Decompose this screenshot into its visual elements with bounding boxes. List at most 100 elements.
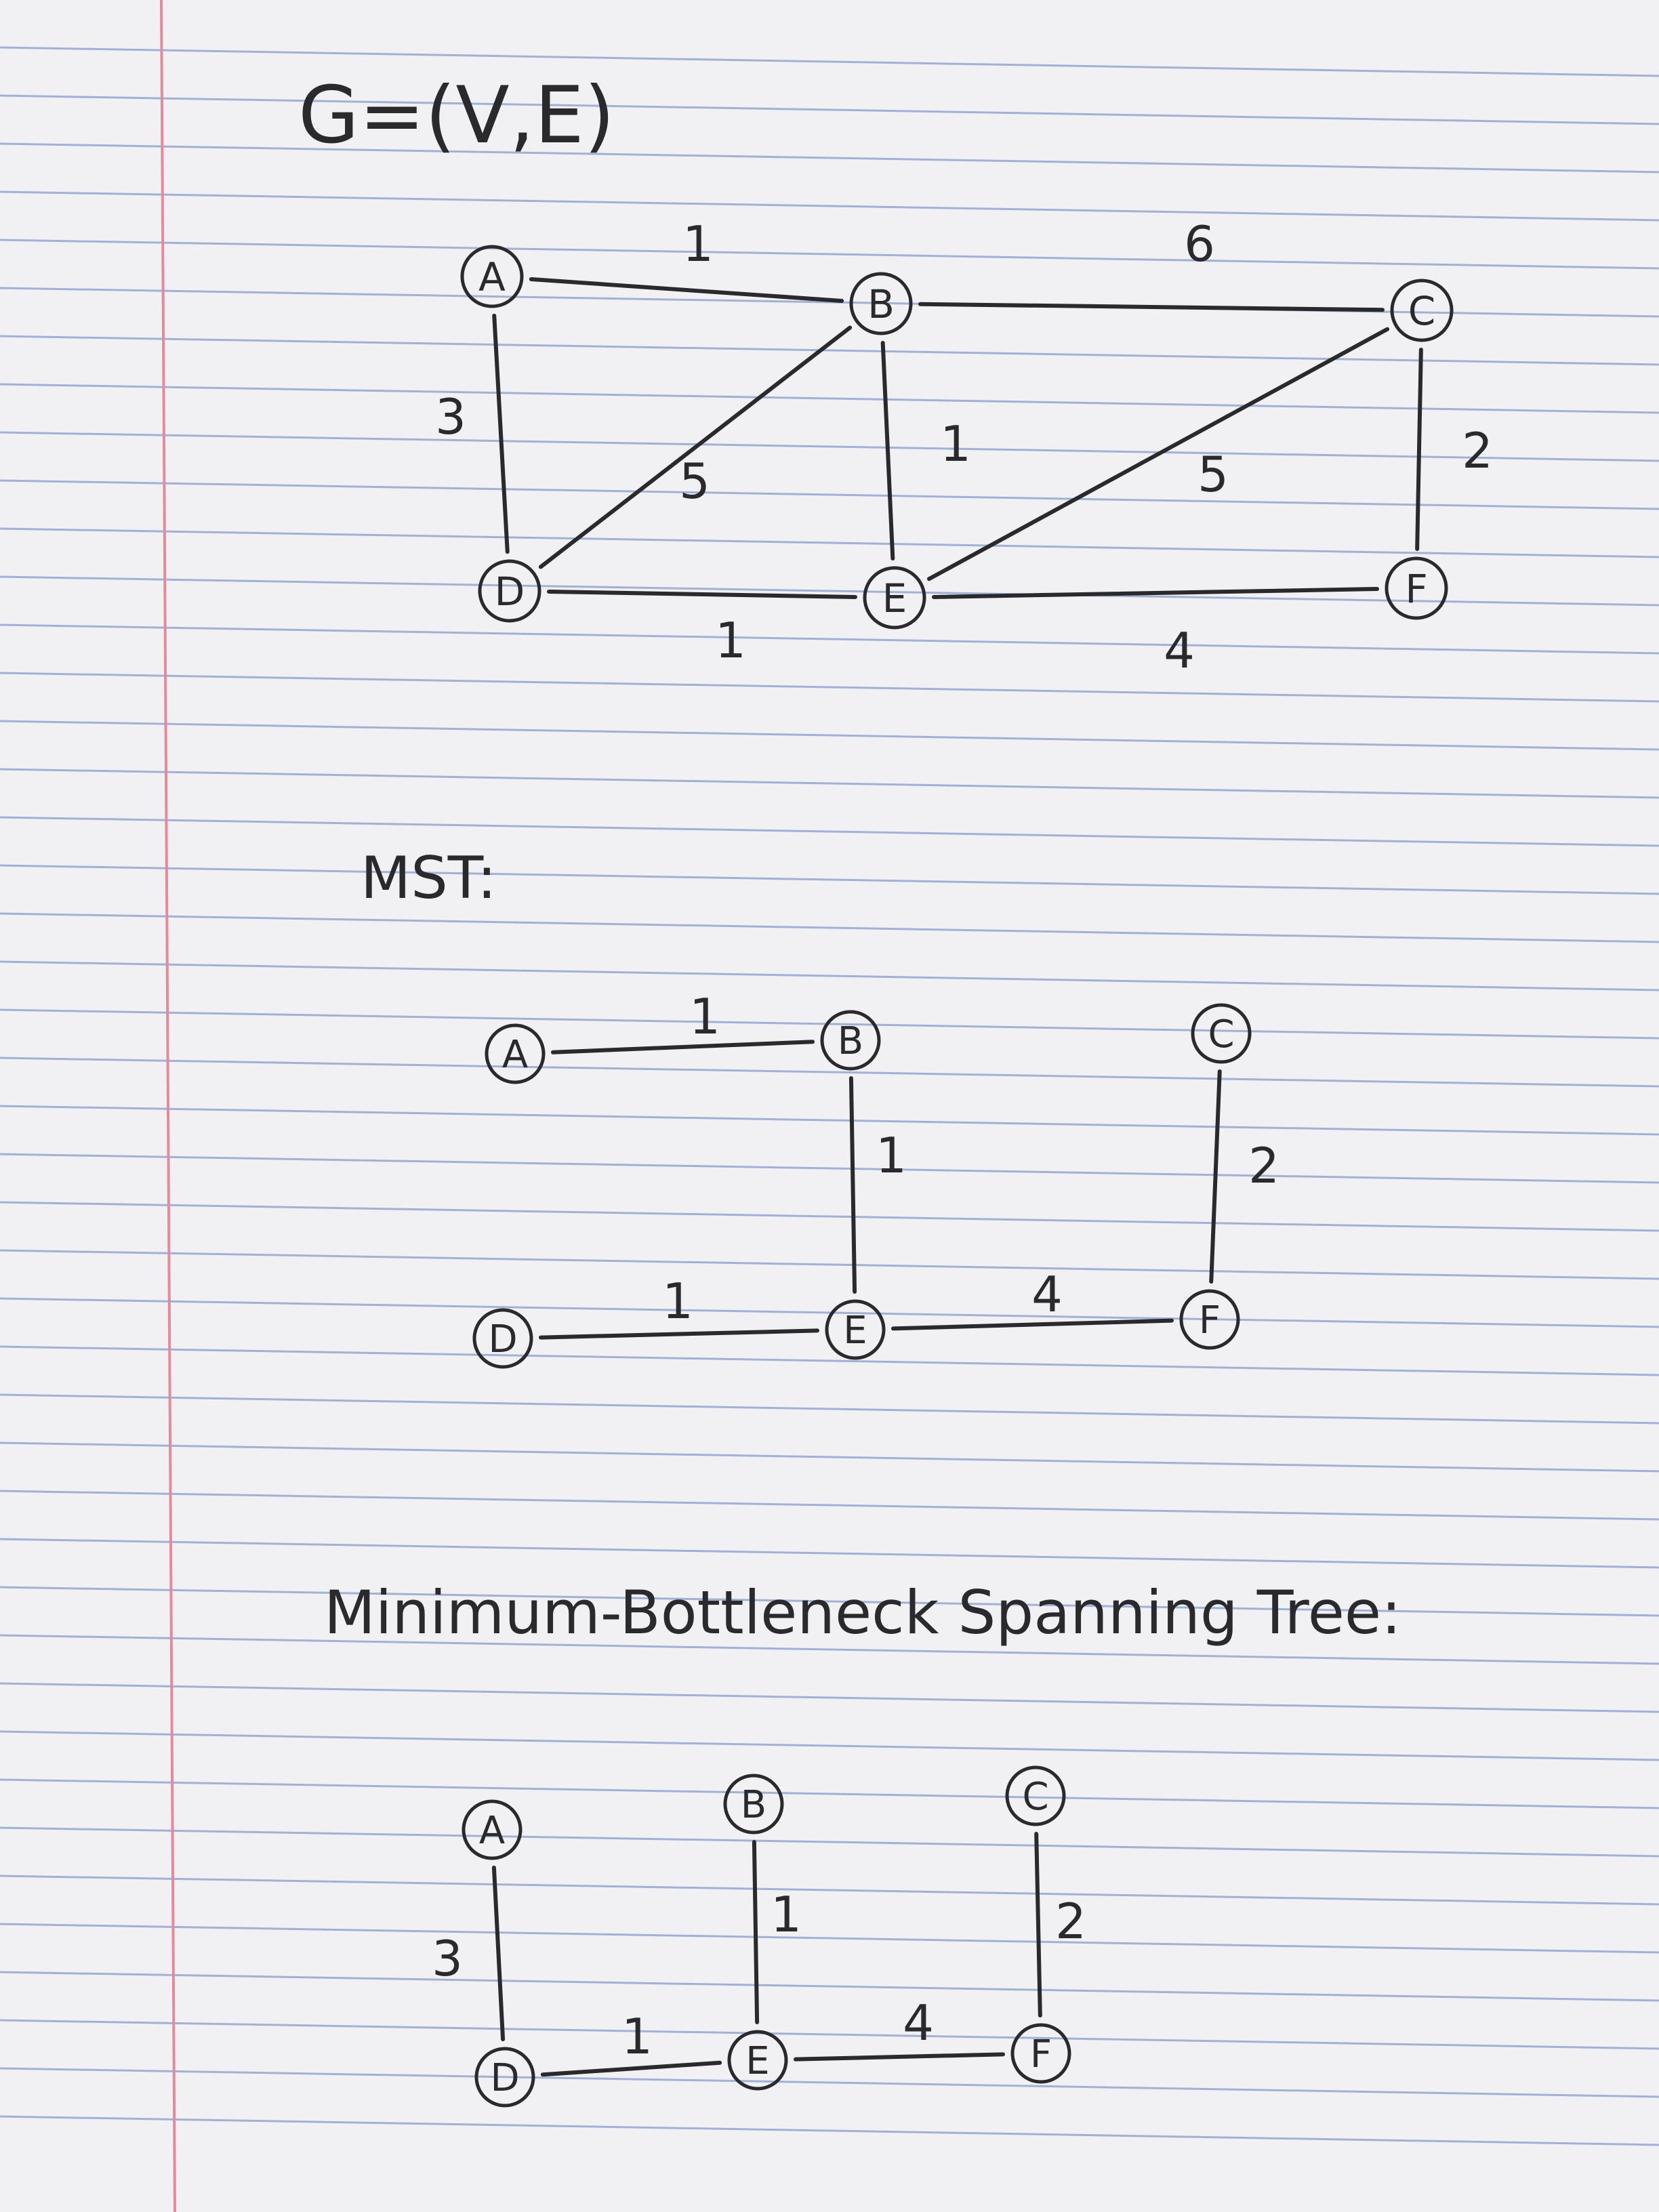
edge-d-e xyxy=(540,2060,722,2077)
rule-line xyxy=(0,1971,1659,2002)
node-b: B xyxy=(820,1010,881,1071)
rule-line xyxy=(0,1586,1659,1617)
node-circle xyxy=(1005,1765,1066,1826)
edge-weight-label: 2 xyxy=(1248,1137,1279,1194)
node-d: D xyxy=(472,1308,533,1369)
rule-line xyxy=(0,1490,1659,1521)
rule-line xyxy=(0,46,1659,77)
edge-e-f xyxy=(890,1318,1174,1331)
node-label: D xyxy=(488,1317,517,1361)
node-label: D xyxy=(495,569,525,615)
edge-weight-label: 2 xyxy=(1055,1893,1086,1950)
rule-line xyxy=(0,1826,1659,1858)
node-label: F xyxy=(1199,1298,1221,1343)
node-label: E xyxy=(745,2039,769,2083)
edge-weight-label: 1 xyxy=(662,1273,693,1330)
mbst-diagram: 3 1 2 1 4 A B C D E F xyxy=(432,1765,1086,2108)
edge-weight-label: 1 xyxy=(689,988,720,1045)
rule-line xyxy=(0,94,1659,125)
node-c: C xyxy=(1390,279,1454,342)
node-label: C xyxy=(1022,1775,1048,1819)
mst-diagram: 1 1 2 1 4 A B C D E F xyxy=(472,988,1279,1369)
node-e: E xyxy=(727,2030,788,2091)
edge-b-e xyxy=(880,340,895,561)
node-circle xyxy=(460,245,524,308)
edge-c-e xyxy=(926,327,1390,581)
edge-weight-label: 3 xyxy=(432,1930,463,1987)
node-circle xyxy=(1390,279,1454,342)
node-circle xyxy=(485,1023,546,1084)
rule-line xyxy=(0,1730,1659,1761)
rule-line xyxy=(0,479,1659,510)
rule-line xyxy=(0,1441,1659,1473)
node-label: E xyxy=(843,1309,867,1353)
edge-c-f xyxy=(1415,347,1423,552)
edge-weight-label: 4 xyxy=(1164,622,1195,679)
edge-weight-label: 1 xyxy=(940,415,971,472)
edge-a-d xyxy=(491,1865,506,2042)
node-f: F xyxy=(1010,2023,1071,2084)
node-e: E xyxy=(863,566,926,630)
node-circle xyxy=(723,1774,784,1835)
node-circle xyxy=(1179,1289,1240,1350)
edge-weight-label: 1 xyxy=(621,2008,653,2065)
rule-line xyxy=(0,1201,1659,1232)
edge-a-d xyxy=(492,313,510,554)
rule-line xyxy=(0,768,1659,799)
ruled-lines xyxy=(0,46,1659,2146)
node-label: C xyxy=(1208,1012,1234,1057)
margin-line xyxy=(160,0,176,2212)
node-label: C xyxy=(1408,288,1436,334)
node-label: D xyxy=(490,2056,519,2100)
node-circle xyxy=(472,1308,533,1369)
rule-line xyxy=(0,1875,1659,1906)
edge-d-e xyxy=(538,1328,820,1340)
node-label: A xyxy=(478,254,506,300)
rule-line xyxy=(0,1297,1659,1328)
edge-a-b xyxy=(550,1040,815,1054)
edge-b-d xyxy=(538,325,853,569)
node-circle xyxy=(727,2030,788,2091)
node-d: D xyxy=(478,559,541,623)
node-label: B xyxy=(838,1019,863,1063)
node-label: F xyxy=(1405,566,1427,612)
rule-line xyxy=(0,960,1659,991)
edge-c-f xyxy=(1209,1069,1222,1284)
rule-line xyxy=(0,623,1659,655)
edge-weight-label: 6 xyxy=(1184,216,1215,272)
edge-weight-label: 5 xyxy=(679,453,710,510)
rule-line xyxy=(0,2067,1659,2098)
rule-line xyxy=(0,142,1659,173)
rule-line xyxy=(0,864,1659,895)
edge-b-c xyxy=(918,302,1385,312)
edge-b-e xyxy=(752,1839,760,2025)
rule-line xyxy=(0,575,1659,607)
rule-line xyxy=(0,672,1659,703)
rule-line xyxy=(0,431,1659,462)
node-circle xyxy=(462,1799,523,1860)
node-d: D xyxy=(474,2047,535,2108)
edge-e-f xyxy=(793,2052,1006,2062)
edge-b-e xyxy=(848,1076,857,1294)
rule-line xyxy=(0,912,1659,943)
node-a: A xyxy=(462,1799,523,1860)
rule-line xyxy=(0,1393,1659,1425)
node-b: B xyxy=(849,272,913,335)
edge-weight-label: 4 xyxy=(1031,1266,1063,1323)
rule-line xyxy=(0,1634,1659,1665)
node-label: A xyxy=(479,1809,505,1853)
graph-title: G=(V,E) xyxy=(298,70,615,161)
rule-line xyxy=(0,1057,1659,1088)
edge-weight-label: 2 xyxy=(1462,422,1493,479)
node-label: A xyxy=(502,1033,528,1077)
edge-weight-label: 1 xyxy=(876,1127,907,1184)
node-c: C xyxy=(1005,1765,1066,1826)
node-label: B xyxy=(867,281,895,327)
rule-line xyxy=(0,720,1659,751)
edge-d-e xyxy=(546,590,858,599)
rule-line xyxy=(0,1008,1659,1040)
rule-line xyxy=(0,1105,1659,1136)
rule-line xyxy=(0,1923,1659,1954)
node-c: C xyxy=(1191,1003,1252,1064)
